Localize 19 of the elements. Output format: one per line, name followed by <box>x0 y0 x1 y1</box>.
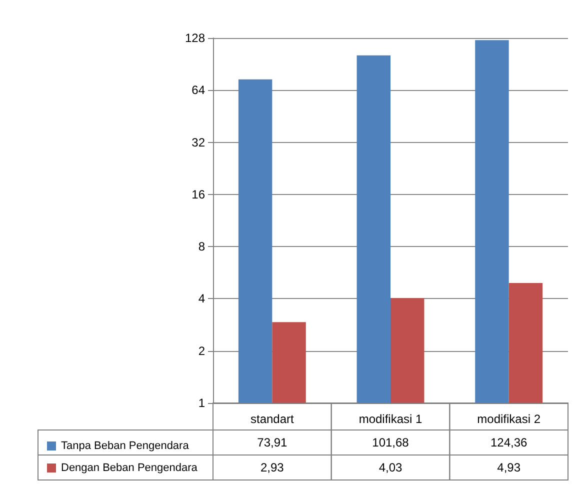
data-label: 4,93 <box>497 460 521 474</box>
data-label: 4,03 <box>378 460 402 474</box>
y-tick-label: 16 <box>192 187 206 202</box>
legend-label: Tanpa Beban Pengendara <box>61 440 190 452</box>
y-tick-label: 1 <box>198 396 206 410</box>
data-label: 73,91 <box>257 436 288 450</box>
x-tick-label: modifikasi 2 <box>477 412 541 426</box>
y-tick-label: 32 <box>192 135 206 150</box>
x-tick-label: standart <box>250 412 295 426</box>
data-label: 101,68 <box>372 436 410 450</box>
x-tick-label: modifikasi 1 <box>358 412 423 426</box>
y-tick-label: 128 <box>184 31 206 45</box>
y-tick-label: 4 <box>198 292 206 306</box>
data-label: 124,36 <box>490 436 528 450</box>
legend-label: Dengan Beban Pengendara <box>61 462 198 474</box>
y-tick-label: 64 <box>192 83 206 98</box>
y-tick-label: 8 <box>198 240 206 254</box>
data-label: 2,93 <box>260 460 284 474</box>
y-tick-label: 2 <box>198 344 206 358</box>
